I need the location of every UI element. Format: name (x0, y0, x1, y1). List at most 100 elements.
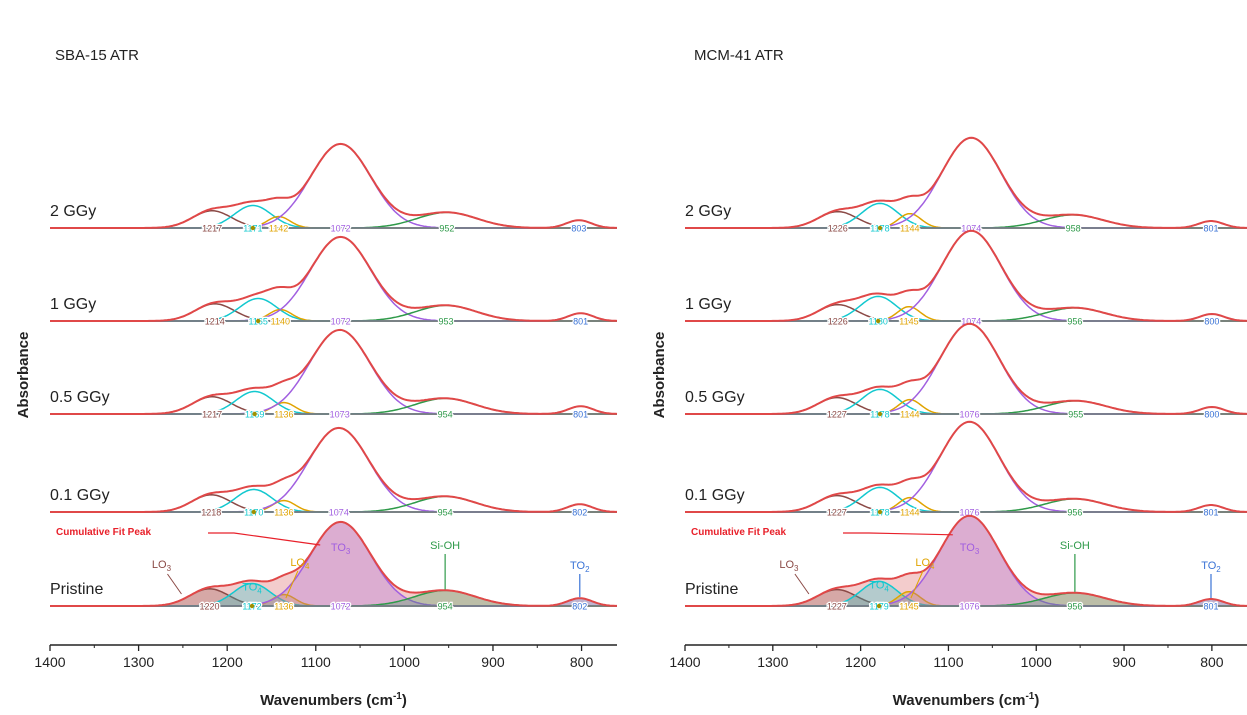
band-curve-TO3 (50, 329, 617, 415)
marker-dot (877, 411, 883, 417)
peak-label-TO2: 801 (573, 410, 588, 420)
cumulative-fit-label: Cumulative Fit Peak (691, 527, 786, 538)
spectrum-2-ggy: 12261178114410749588012 GGy (685, 136, 1247, 235)
cumulative-fit-line (50, 520, 617, 607)
peak-label-SiOH: 952 (439, 224, 454, 234)
x-tick-label: 1100 (933, 654, 963, 670)
marker-dot (255, 318, 261, 324)
cumulative-fit-line (685, 514, 1247, 607)
peak-label-SiOH: 958 (1066, 224, 1081, 234)
peak-label-LO4: 1144 (900, 508, 919, 518)
peak-label-LO3: 1227 (827, 410, 847, 420)
peak-label-TO3: 1072 (331, 602, 351, 612)
cumulative-fit-line (50, 235, 618, 322)
peak-label-SiOH: 954 (438, 410, 453, 420)
band-label-LO4: LO4 (915, 557, 935, 571)
peak-label-LO4: 1136 (274, 602, 293, 612)
leader-LO3 (167, 573, 182, 595)
peak-label-SiOH: 956 (1067, 602, 1082, 612)
band-curve-TO3 (685, 230, 1247, 322)
spectrum-pristine: 1227117911451076956801PristineLO3TO4LO4T… (685, 514, 1247, 613)
sample-label: Pristine (685, 581, 738, 598)
x-tick-label: 1000 (389, 654, 420, 670)
cumulative-fit-pointer (843, 532, 953, 536)
cumulative-fit-line (685, 136, 1247, 229)
x-tick-label: 1300 (757, 654, 788, 670)
peak-label-TO3: 1074 (329, 508, 349, 518)
spectrum-pristine: 1220117211361072954802PristineLO3TO4LO4T… (50, 520, 617, 613)
band-label-SiOH: Si-OH (430, 540, 460, 552)
x-axis-title: Wavenumbers (cm-1) (260, 691, 407, 709)
peak-label-TO3: 1076 (959, 508, 979, 518)
peak-label-TO2: 802 (572, 602, 587, 612)
panel-title: MCM-41 ATR (694, 47, 784, 64)
band-curve-TO3 (685, 323, 1247, 415)
cumulative-fill (685, 515, 1247, 606)
band-fill-TO2 (50, 598, 617, 606)
sample-label: 0.5 GGy (50, 389, 110, 406)
leader-LO4 (910, 570, 924, 599)
peak-label-LO4: 1136 (274, 508, 293, 518)
peak-label-LO3: 1226 (828, 317, 848, 327)
band-label-TO4: TO4 (242, 581, 262, 595)
band-curve-TO3 (685, 137, 1247, 229)
marker-dot (877, 509, 883, 515)
peak-label-TO2: 800 (1204, 317, 1219, 327)
peak-label-LO4: 1144 (900, 224, 919, 234)
x-tick-label: 800 (570, 654, 594, 670)
band-label-TO4: TO4 (869, 579, 889, 593)
peak-label-TO3: 1076 (959, 410, 979, 420)
y-axis-label-left: Absorbance (15, 332, 32, 419)
band-annotations: LO3 TO4 LO4 TO3 Si-OH TO2 Cumulative Fit Peak (56, 527, 590, 599)
x-tick-label: 900 (481, 654, 505, 670)
band-label-LO3: LO3 (779, 559, 799, 573)
sample-label: 2 GGy (50, 203, 96, 220)
peak-label-TO2: 800 (1204, 410, 1219, 420)
peak-label-TO2: 802 (572, 508, 587, 518)
spectrum-0.5-ggy: 12171169113610739548010.5 GGy (50, 328, 618, 421)
x-tick-label: 1200 (212, 654, 243, 670)
peak-label-TO2: 801 (573, 317, 588, 327)
y-axis-label-right: Absorbance (651, 332, 668, 419)
band-curve-TO3 (50, 427, 617, 513)
band-label-TO3: TO3 (331, 542, 351, 556)
cumulative-fit-line (50, 142, 617, 229)
marker-dot (251, 509, 256, 515)
peak-label-TO2: 801 (1203, 224, 1218, 234)
marker-dot (876, 603, 882, 609)
x-tick-label: 1200 (845, 654, 876, 670)
x-tick-label: 1300 (123, 654, 154, 670)
sample-label: 0.1 GGy (50, 487, 110, 504)
peak-label-LO4: 1144 (900, 410, 919, 420)
peak-label-LO3: 1217 (202, 410, 222, 420)
sample-label: 0.5 GGy (685, 389, 745, 406)
band-curve-TO3 (50, 143, 617, 229)
spectrum-1-ggy: 12261180114510749568001 GGy (685, 229, 1247, 328)
band-curve-TO3 (50, 236, 617, 322)
x-tick-label: 1000 (1021, 654, 1052, 670)
band-fill-TO3 (50, 522, 617, 606)
peak-label-TO2: 801 (1203, 602, 1218, 612)
sample-label: Pristine (50, 581, 103, 598)
marker-dot (249, 603, 255, 609)
peak-label-TO3: 1072 (331, 317, 351, 327)
peak-label-TO3: 1076 (959, 602, 979, 612)
band-fill-SiOH (685, 592, 1247, 606)
spectrum-1-ggy: 12141165114010729538011 GGy (50, 235, 618, 328)
peak-label-SiOH: 954 (438, 602, 453, 612)
peak-label-TO2: 801 (1203, 508, 1218, 518)
band-fill-LO3 (50, 588, 617, 606)
band-label-LO4: LO4 (290, 557, 310, 571)
peak-label-SiOH: 955 (1068, 410, 1083, 420)
sample-label: 1 GGy (685, 296, 731, 313)
marker-dot (877, 225, 883, 231)
x-tick-label: 1100 (301, 654, 331, 670)
x-tick-label: 900 (1112, 654, 1136, 670)
peak-label-SiOH: 956 (1067, 508, 1082, 518)
peak-label-TO3: 1072 (331, 224, 351, 234)
peak-label-LO4: 1140 (271, 317, 290, 327)
peak-label-TO2: 803 (571, 224, 586, 234)
band-label-SiOH: Si-OH (1060, 540, 1090, 552)
peak-label-LO3: 1227 (827, 508, 847, 518)
